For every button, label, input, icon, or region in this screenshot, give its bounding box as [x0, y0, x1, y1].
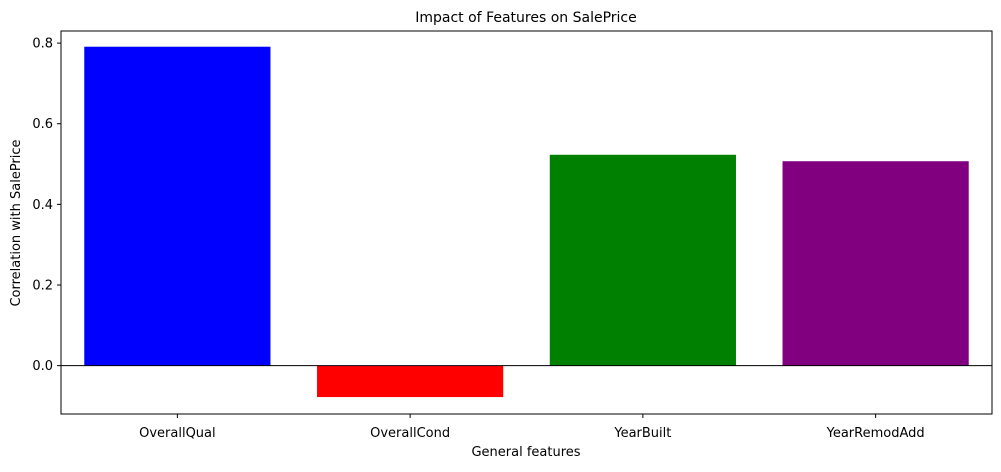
y-tick-label: 0.2: [32, 278, 53, 293]
x-tick-label: OverallCond: [370, 426, 450, 441]
x-tick-label: YearRemodAdd: [826, 426, 925, 441]
bar-OverallCond: [317, 365, 504, 398]
chart-title: Impact of Features on SalePrice: [415, 10, 636, 26]
bar-OverallQual: [84, 46, 271, 366]
x-tick-label: YearBuilt: [613, 426, 671, 441]
x-axis-label: General features: [471, 445, 580, 460]
plot-area: OverallQual OverallCond YearBuilt YearRemod…: [32, 30, 993, 441]
y-tick-label: 0.8: [32, 37, 53, 52]
bar-YearRemodAdd: [782, 161, 969, 366]
x-tick-label: OverallQual: [139, 426, 216, 441]
axes-frame: [60, 30, 993, 415]
y-tick-label: 0.6: [32, 117, 53, 132]
bar-YearBuilt: [549, 154, 736, 366]
y-tick-label: 0.0: [32, 359, 53, 374]
y-tick-label: 0.4: [32, 198, 53, 213]
y-axis-label: Correlation with SalePrice: [9, 139, 24, 306]
